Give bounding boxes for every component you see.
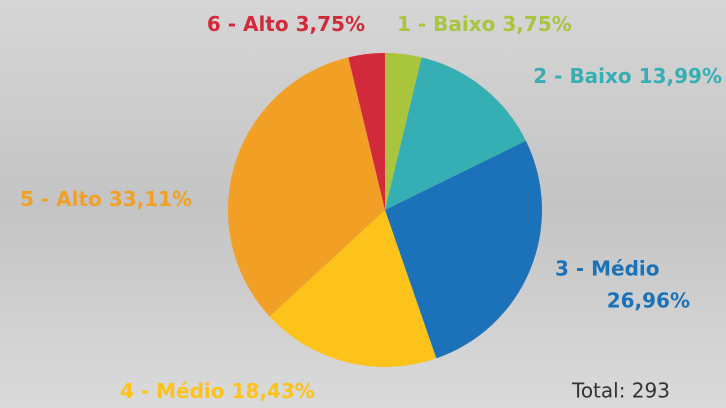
slice-label: 3 - Médio [555, 257, 660, 281]
chart: Total: 293 1 - Baixo 3,75% 2 - Baixo 13,99%… [0, 0, 726, 408]
slice-label: 4 - Médio [120, 379, 225, 403]
slice-label-group: 2 - Baixo 13,99% [533, 64, 722, 88]
slice-label-group: 1 - Baixo 3,75% [397, 12, 572, 36]
slice-label: 2 - Baixo [533, 64, 631, 88]
slice-label: 5 - Alto [20, 187, 102, 211]
slice-label: 1 - Baixo [397, 12, 495, 36]
slice-label: 6 - Alto [207, 12, 289, 36]
slice-value-label: 3,75% [296, 12, 365, 36]
slice-value-label: 3,75% [502, 12, 571, 36]
slice-value-label: 26,96% [607, 289, 690, 313]
total-annotation: Total: 293 [571, 379, 670, 403]
slice-label-group: 6 - Alto 3,75% [207, 12, 365, 36]
slice-label-group: 4 - Médio 18,43% [120, 379, 315, 403]
slice-value-label: 13,99% [639, 64, 722, 88]
slice-value-label: 18,43% [232, 379, 315, 403]
slice-value-label: 33,11% [109, 187, 192, 211]
